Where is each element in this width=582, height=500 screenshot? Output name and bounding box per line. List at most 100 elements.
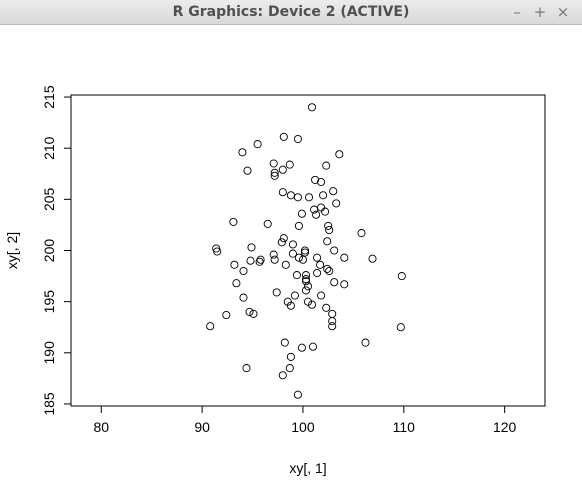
data-point: [278, 371, 287, 380]
data-point: [278, 165, 287, 174]
data-point: [279, 132, 288, 141]
data-point: [328, 317, 337, 326]
data-point: [277, 238, 286, 247]
data-point: [230, 260, 239, 269]
data-points: [206, 103, 406, 399]
data-point: [247, 243, 256, 252]
data-point: [322, 161, 331, 170]
x-axis: 80 90 100 110 120: [93, 405, 517, 435]
data-point: [246, 256, 255, 265]
data-point: [263, 219, 272, 228]
data-point: [232, 279, 241, 288]
window-title: R Graphics: Device 2 (ACTIVE): [172, 4, 410, 20]
data-point: [330, 278, 339, 287]
data-point: [321, 207, 330, 216]
data-point: [270, 171, 279, 180]
data-point: [300, 248, 310, 257]
data-point: [288, 240, 297, 249]
close-button[interactable]: ×: [556, 3, 570, 21]
data-point: [340, 280, 349, 289]
data-point: [239, 266, 248, 276]
data-point: [213, 247, 222, 256]
data-point: [242, 364, 251, 373]
data-point: [297, 209, 306, 218]
data-point: [285, 160, 294, 169]
data-point: [278, 188, 287, 197]
data-point: [361, 338, 370, 347]
data-point: [323, 237, 332, 246]
data-point: [304, 193, 314, 202]
data-point: [303, 282, 313, 291]
data-point: [298, 255, 308, 264]
minimize-button[interactable]: –: [513, 3, 521, 21]
data-point: [255, 257, 264, 266]
data-point: [270, 255, 279, 264]
y-tick-label: 210: [41, 136, 57, 160]
data-point: [319, 191, 328, 200]
data-point: [294, 221, 303, 230]
y-tick-label: 190: [41, 341, 57, 365]
data-point: [272, 288, 281, 297]
data-point: [245, 307, 254, 316]
data-point: [325, 225, 334, 235]
data-point: [313, 253, 322, 262]
data-point: [330, 246, 339, 255]
data-point: [329, 187, 338, 196]
data-point: [368, 254, 377, 263]
x-tick-label: 120: [493, 419, 517, 435]
data-point: [279, 234, 288, 243]
data-point: [269, 250, 278, 259]
data-point: [290, 291, 299, 300]
x-tick-label: 80: [93, 419, 109, 435]
data-point: [281, 260, 290, 269]
data-point: [206, 322, 215, 331]
data-point: [324, 221, 333, 230]
data-point: [285, 364, 294, 373]
title-bar[interactable]: R Graphics: Device 2 (ACTIVE) – + ×: [0, 0, 582, 25]
y-tick-label: 185: [41, 392, 57, 416]
scatter-plot: 80 90 100 110 120 185 190 195 200 205 210 215 xy[,…: [4, 85, 546, 476]
data-point: [297, 343, 306, 352]
data-point: [301, 286, 311, 295]
data-point: [325, 266, 334, 276]
y-tick-label: 215: [41, 85, 57, 109]
data-point: [317, 177, 326, 187]
data-point: [316, 260, 325, 269]
y-tick-label: 205: [41, 187, 57, 211]
data-point: [253, 140, 262, 149]
data-point: [313, 268, 322, 278]
data-point: [335, 150, 344, 159]
data-point: [328, 322, 337, 331]
data-point: [307, 103, 317, 112]
data-point: [292, 271, 301, 280]
data-point: [229, 217, 238, 226]
data-point: [293, 390, 302, 399]
data-point: [286, 352, 295, 361]
data-point: [311, 175, 320, 184]
data-point: [286, 301, 295, 310]
plot-canvas: 80 90 100 110 120 185 190 195 200 205 210 215 xy[,…: [0, 25, 582, 496]
data-point: [322, 303, 331, 312]
data-point: [301, 271, 311, 280]
data-point: [328, 309, 337, 318]
data-point: [293, 134, 302, 144]
data-point: [323, 264, 332, 273]
y-tick-label: 195: [41, 290, 57, 314]
data-point: [301, 275, 311, 284]
data-point: [312, 210, 321, 219]
data-point: [397, 272, 406, 281]
data-point: [288, 249, 297, 258]
data-point: [269, 159, 278, 168]
x-tick-label: 110: [393, 419, 416, 435]
y-axis: 185 190 195 200 205 210 215: [41, 85, 72, 416]
data-point: [300, 246, 310, 255]
data-point: [307, 300, 317, 309]
data-point: [286, 191, 295, 200]
data-point: [239, 293, 248, 302]
data-point: [357, 229, 366, 238]
maximize-button[interactable]: +: [533, 3, 547, 21]
data-point: [317, 203, 326, 212]
data-point: [249, 309, 258, 318]
data-point: [270, 168, 279, 177]
